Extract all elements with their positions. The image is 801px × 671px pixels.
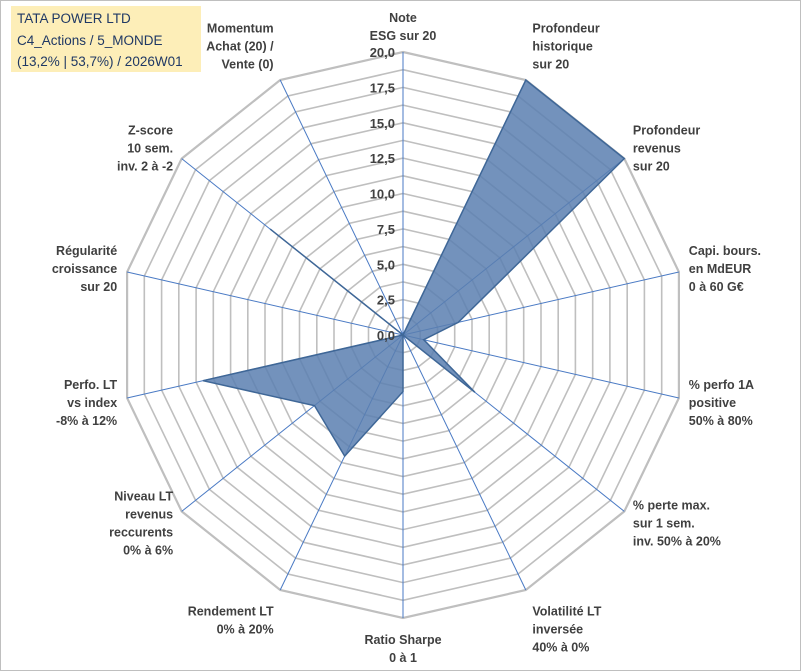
axis-label: % perte max. sur 1 sem. inv. 50% à 20% [633,499,721,549]
category-path: C4_Actions / 5_MONDE [17,33,163,48]
axis-label: Z-score 10 sem. inv. 2 à -2 [117,123,173,173]
axis-label: Perfo. LT vs index -8% à 12% [56,378,118,428]
tick-label: 10,0 [370,187,395,202]
axis-spoke [402,334,527,591]
axis-label: Capi. bours. en MdEUR 0 à 60 G€ [689,244,761,294]
series-area [202,78,626,458]
axis-label: Volatilité LT inversée 40% à 0% [532,604,601,654]
title-box: TATA POWER LTD C4_Actions / 5_MONDE (13,… [11,6,201,72]
axis-label: % perfo 1A positive 50% à 80% [689,378,754,428]
axis-label: Niveau LT revenus reccurents 0% à 6% [109,490,173,558]
axis-label: Profondeur historique sur 20 [532,22,599,72]
axis-label: Régularité croissance sur 20 [52,244,117,294]
tick-label: 5,0 [377,257,395,272]
axis-spoke [279,79,404,336]
axis-label: Ratio Sharpe 0 à 1 [364,633,441,665]
tick-label: 17,5 [370,80,395,95]
tick-label: 0,0 [377,328,395,343]
tick-label: 20,0 [370,45,395,60]
tick-label: 12,5 [370,151,395,166]
axis-label: Momentum Achat (20) / Vente (0) [206,22,274,72]
tick-label: 7,5 [377,222,395,237]
axis-label: Note ESG sur 20 [370,11,437,43]
axis-spoke [126,271,404,336]
axis-label: Rendement LT 0% à 20% [188,604,274,636]
stats-week: (13,2% | 53,7%) / 2026W01 [17,54,183,69]
tick-label: 15,0 [370,116,395,131]
axis-spoke [402,334,680,399]
company-name: TATA POWER LTD [17,11,131,26]
tick-label: 2,5 [377,293,395,308]
axis-label: Profondeur revenus sur 20 [633,123,700,173]
